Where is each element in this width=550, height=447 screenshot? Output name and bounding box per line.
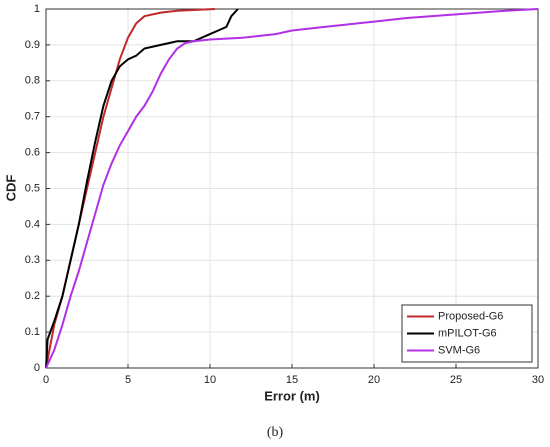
y-axis-label: CDF: [3, 175, 18, 202]
x-tick-label: 30: [532, 374, 544, 386]
y-tick-label: 0: [34, 362, 40, 374]
y-tick-label: 0.5: [25, 182, 40, 194]
legend-label: SVM-G6: [438, 344, 480, 356]
y-tick-label: 0.9: [25, 39, 40, 51]
caption: (b): [267, 425, 284, 440]
x-tick-label: 20: [368, 374, 380, 386]
x-tick-label: 10: [204, 374, 216, 386]
y-tick-label: 1: [34, 3, 40, 15]
series-line: [45, 8, 239, 369]
legend-label: mPILOT-G6: [438, 327, 497, 339]
x-tick-label: 0: [43, 374, 49, 386]
y-tick-label: 0.4: [25, 218, 40, 230]
y-tick-label: 0.3: [25, 254, 40, 266]
y-tick-label: 0.8: [25, 75, 40, 87]
x-tick-label: 25: [450, 374, 462, 386]
axes-box: [45, 8, 539, 369]
legend-label: Proposed-G6: [438, 310, 503, 322]
series-line: [45, 8, 539, 369]
x-axis-label: Error (m): [264, 388, 320, 403]
y-tick-label: 0.2: [25, 290, 40, 302]
y-tick-label: 0.6: [25, 147, 40, 159]
y-tick-label: 0.1: [25, 326, 40, 338]
x-tick-label: 5: [125, 374, 131, 386]
y-tick-label: 0.7: [25, 111, 40, 123]
x-tick-label: 15: [286, 374, 298, 386]
